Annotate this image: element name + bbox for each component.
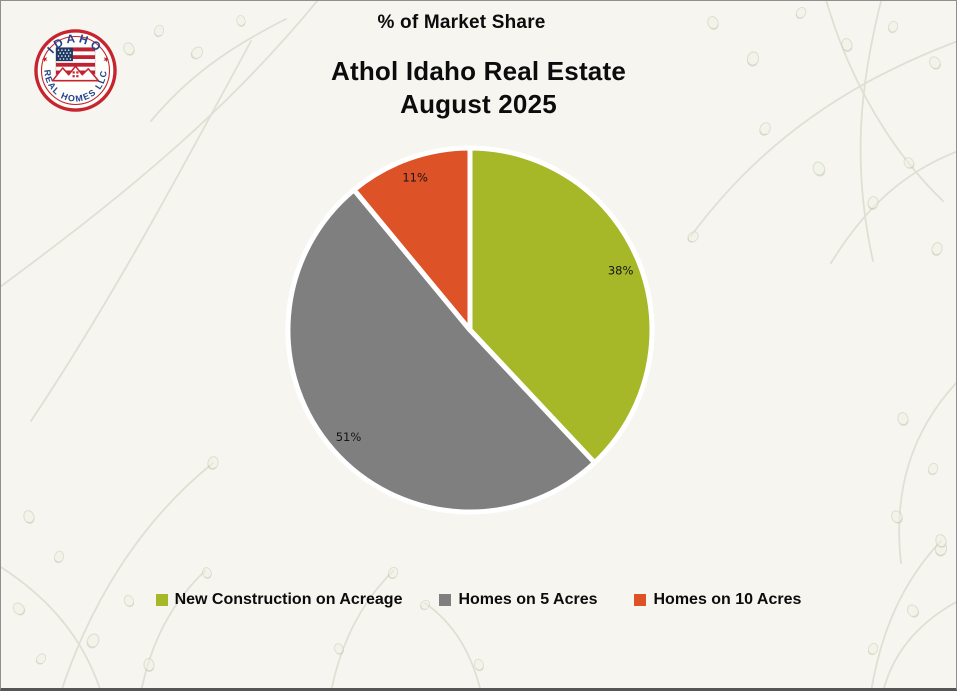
- legend-item-label: New Construction on Acreage: [174, 591, 403, 608]
- legend-item-homes-on-5-acres: Homes on 5 Acres: [439, 591, 597, 609]
- legend-item-new-construction-on-acreage: New Construction on Acreage: [155, 591, 403, 609]
- pie-chart: 38% 51% 11%: [285, 145, 655, 515]
- chart-legend: New Construction on Acreage Homes on 5 Ac…: [1, 591, 956, 609]
- chart-title-line2: August 2025: [400, 89, 557, 119]
- chart-kicker-title: % of Market Share: [377, 12, 546, 33]
- logo-mountains-icon: [51, 65, 100, 82]
- company-logo-badge-icon: IDAHO REAL HOMES LLC ★ ★: [34, 29, 117, 112]
- pie-slice-homes-on-5-acres: [285, 187, 598, 515]
- pie-slice-homes-on-10-acres: [351, 145, 473, 333]
- pie-slice-new-construction-on-acreage: [467, 145, 655, 466]
- legend-item-homes-on-10-acres: Homes on 10 Acres: [634, 591, 801, 609]
- chart-title: Athol Idaho Real Estate August 2025: [1, 55, 956, 121]
- legend-item-label: Homes on 10 Acres: [653, 591, 802, 608]
- pie-slice-label-new-construction-on-acreage: 38%: [608, 263, 634, 277]
- legend-swatch-icon: [634, 594, 647, 606]
- legend-swatch-icon: [155, 594, 168, 606]
- pie-slice-label-homes-on-10-acres: 11%: [402, 171, 428, 185]
- chart-title-line1: Athol Idaho Real Estate: [331, 56, 626, 86]
- logo-star-right-icon: ★: [101, 54, 111, 65]
- company-logo: IDAHO REAL HOMES LLC ★ ★: [33, 28, 118, 113]
- legend-item-label: Homes on 5 Acres: [458, 591, 598, 608]
- logo-star-left-icon: ★: [40, 54, 50, 65]
- pie-slice-label-homes-on-5-acres: 51%: [336, 430, 362, 444]
- legend-swatch-icon: [439, 594, 452, 606]
